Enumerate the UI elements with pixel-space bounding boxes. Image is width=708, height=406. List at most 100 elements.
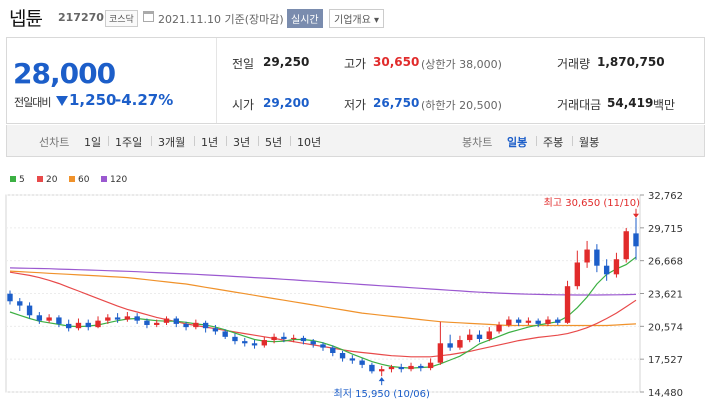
open-value: 29,200: [263, 96, 310, 110]
candle-body: [603, 265, 610, 275]
candle: [613, 252, 620, 278]
candle: [476, 330, 483, 343]
high-value: 30,650: [373, 55, 420, 69]
stock-header: 넵튠 217270 코스닥 2021.11.10 기준(장마감) 실시간 기업개…: [0, 0, 708, 36]
candle-body: [339, 352, 346, 359]
candle: [496, 321, 502, 334]
candle-body: [496, 324, 502, 332]
period-3m[interactable]: 3개월: [158, 136, 186, 149]
candle: [65, 319, 72, 332]
candle: [154, 319, 160, 328]
candle: [603, 259, 610, 281]
candle-body: [56, 317, 62, 324]
candle-body: [222, 331, 228, 337]
candle-body: [163, 318, 170, 323]
candle-body: [261, 340, 268, 346]
candle: [46, 314, 52, 323]
candle-body: [310, 341, 316, 345]
period-5y[interactable]: 5년: [265, 136, 283, 149]
realtime-button[interactable]: 실시간: [287, 9, 323, 28]
candle: [594, 244, 600, 273]
change-rate: -4.27%: [115, 91, 174, 109]
candle-body: [486, 331, 492, 339]
lower-limit: (하한가 20,500): [421, 99, 502, 112]
period-3y[interactable]: 3년: [233, 136, 251, 149]
period-weekly[interactable]: 주봉: [543, 136, 564, 149]
candle: [467, 329, 473, 343]
candle-body: [281, 336, 287, 339]
candle-body: [173, 318, 179, 324]
candle-body: [271, 336, 277, 341]
candle-body: [124, 316, 131, 320]
candle-body: [144, 320, 150, 325]
stock-chart[interactable]: 5 20 60 120 최고 30,650 (11/10) 최저 15,950 (…: [0, 170, 708, 406]
period-1w[interactable]: 1주일: [115, 136, 143, 149]
period-1d[interactable]: 1일: [84, 136, 102, 149]
period-selector: 선차트 1일 1주일 3개월 1년 3년 5년 10년 봉차트 일봉 주봉 월봉: [6, 125, 705, 157]
candle: [320, 342, 326, 351]
trade-value-label: 거래대금: [557, 98, 602, 112]
low-value: 26,750: [373, 96, 420, 110]
legend-ma60: 60: [69, 175, 89, 185]
candle-body: [633, 233, 639, 247]
candle: [193, 319, 199, 330]
candle: [124, 312, 131, 322]
candle: [202, 320, 209, 333]
candle: [574, 250, 581, 290]
stock-name: 넵튠: [9, 8, 43, 30]
candle: [271, 333, 277, 344]
candle-body: [369, 364, 375, 372]
trade-value: 54,419: [607, 96, 654, 110]
period-monthly[interactable]: 월봉: [579, 136, 600, 149]
legend-ma20: 20: [37, 175, 57, 185]
candle: [85, 319, 91, 331]
company-info-dropdown[interactable]: 기업개요 ▾: [329, 9, 384, 28]
candle: [388, 364, 395, 373]
candle-body: [584, 249, 590, 263]
ma5-line: [9, 256, 637, 369]
candle: [242, 337, 248, 347]
candle: [378, 365, 385, 377]
high-label: 고가: [344, 57, 367, 71]
legend-ma120: 120: [101, 175, 127, 185]
candle: [290, 334, 297, 343]
candle-body: [134, 316, 140, 321]
period-1y[interactable]: 1년: [201, 136, 219, 149]
candle: [222, 329, 228, 339]
y-tick-label: 20,574: [648, 322, 683, 333]
price-summary: 28,000 전일대비 1,250 -4.27% 전일 29,250 고가 30…: [6, 37, 705, 124]
ma120-line: [9, 267, 637, 296]
candle: [418, 363, 424, 372]
candle: [330, 345, 336, 357]
candle-body: [398, 367, 404, 370]
candle: [56, 315, 62, 328]
min-arrow-head-icon: [378, 377, 385, 382]
candle-body: [555, 319, 561, 323]
candle-body: [594, 249, 600, 266]
max-price-annotation: 최고 30,650 (11/10): [544, 197, 640, 209]
candle: [163, 316, 170, 325]
candle: [506, 316, 512, 328]
period-10y[interactable]: 10년: [297, 136, 322, 149]
candle-body: [26, 305, 33, 316]
period-daily[interactable]: 일봉: [507, 136, 528, 149]
candle: [525, 317, 532, 325]
candle-body: [535, 320, 541, 324]
candle-body: [183, 323, 189, 328]
candle: [300, 335, 307, 345]
candle: [398, 363, 404, 373]
candle: [114, 313, 121, 323]
candle: [437, 321, 444, 365]
calendar-icon: [143, 11, 154, 22]
candle: [486, 327, 492, 342]
stock-code: 217270: [58, 11, 104, 24]
y-tick-label: 32,762: [648, 191, 683, 202]
candle: [232, 333, 238, 345]
candle: [515, 317, 522, 327]
candle: [134, 313, 140, 324]
candle: [564, 280, 571, 324]
candle: [623, 227, 629, 263]
candle: [144, 318, 150, 329]
candle: [584, 240, 590, 268]
candle: [261, 336, 268, 348]
